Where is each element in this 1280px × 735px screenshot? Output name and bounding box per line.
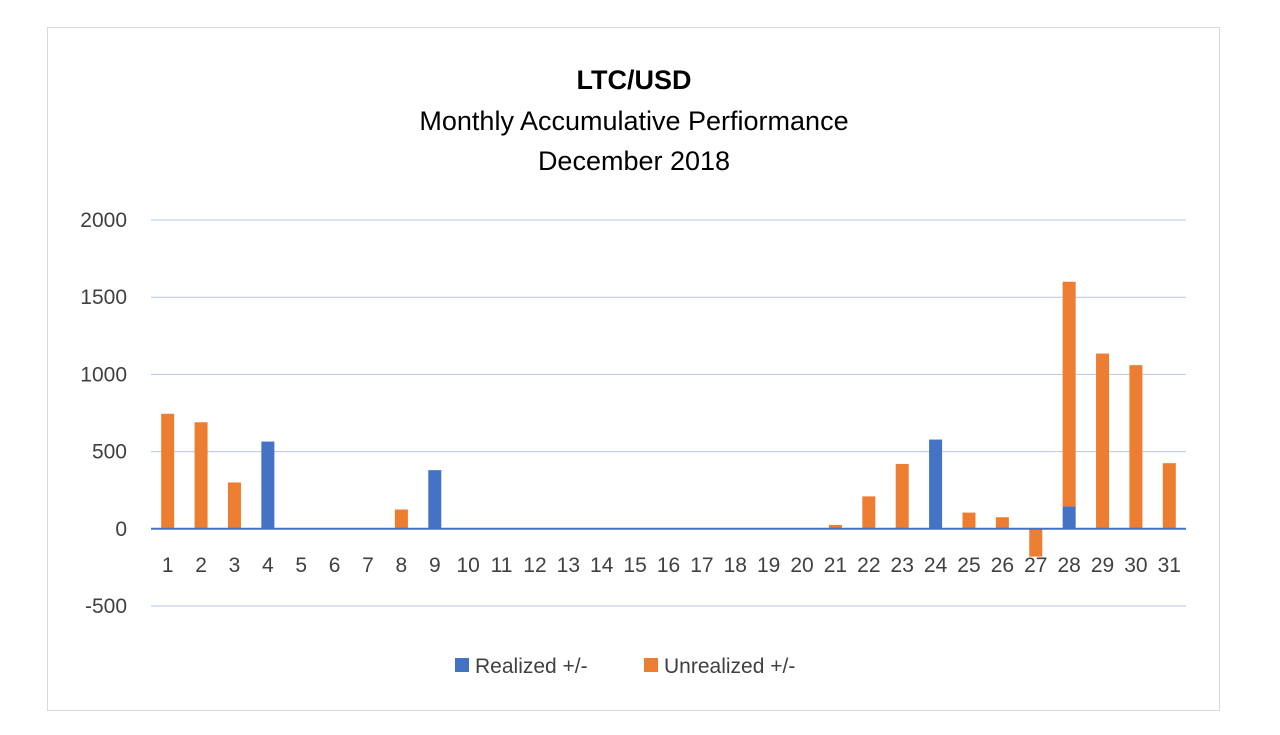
y-axis-ticks: 2000 1500 1000 500 0 -500: [80, 209, 127, 618]
bar-realized: [929, 439, 943, 529]
x-tick-label: 14: [590, 554, 614, 577]
x-tick-label: 28: [1057, 554, 1080, 577]
y-tick-label: 2000: [80, 209, 127, 232]
y-tick-label: 0: [115, 518, 127, 541]
bar-unrealized: [1162, 463, 1176, 529]
x-tick-label: 26: [991, 554, 1014, 577]
bar-unrealized: [1062, 281, 1076, 507]
x-tick-label: 2: [195, 554, 207, 577]
chart-subtitle-line-2: December 2018: [538, 146, 730, 176]
x-tick-label: 16: [657, 554, 680, 577]
x-tick-label: 13: [557, 554, 580, 577]
x-tick-label: 6: [329, 554, 341, 577]
bar-realized: [1062, 506, 1076, 529]
x-tick-label: 9: [429, 554, 441, 577]
bar-unrealized: [828, 524, 842, 529]
x-tick-label: 25: [957, 554, 980, 577]
y-tick-label: 1500: [80, 286, 127, 309]
x-tick-label: 21: [824, 554, 847, 577]
chart-svg: LTC/USD Monthly Accumulative Perfiormanc…: [80, 65, 1186, 678]
bar-unrealized: [161, 413, 175, 529]
gridlines: [151, 219, 1186, 607]
x-tick-label: 22: [857, 554, 880, 577]
y-tick-label: 500: [92, 441, 127, 464]
x-tick-label: 4: [262, 554, 274, 577]
bar-unrealized: [995, 517, 1009, 529]
x-tick-label: 11: [491, 554, 513, 577]
x-tick-label: 5: [295, 554, 307, 577]
chart-frame: LTC/USD Monthly Accumulative Perfiormanc…: [47, 27, 1220, 711]
x-tick-label: 7: [362, 554, 374, 577]
legend-label-unrealized: Unrealized +/-: [664, 655, 795, 678]
bar-unrealized: [1129, 365, 1143, 529]
y-tick-label: -500: [85, 595, 127, 618]
x-tick-label: 1: [162, 554, 174, 577]
x-tick-label: 31: [1158, 554, 1181, 577]
x-tick-label: 19: [757, 554, 780, 577]
x-tick-label: 3: [229, 554, 241, 577]
legend: Realized +/- Unrealized +/-: [455, 655, 795, 678]
x-tick-label: 20: [790, 554, 813, 577]
chart-title: LTC/USD: [577, 65, 692, 95]
bar-unrealized: [394, 509, 408, 529]
legend-swatch-unrealized: [644, 658, 658, 672]
bar-unrealized: [862, 496, 876, 529]
x-tick-label: 27: [1024, 554, 1047, 577]
x-tick-label: 8: [396, 554, 408, 577]
legend-swatch-realized: [455, 658, 469, 672]
x-tick-label: 30: [1124, 554, 1147, 577]
bar-realized: [428, 470, 442, 529]
bar-unrealized: [194, 422, 208, 529]
y-tick-label: 1000: [80, 363, 127, 386]
bars: [161, 281, 1176, 557]
x-tick-label: 23: [891, 554, 914, 577]
x-tick-label: 15: [623, 554, 646, 577]
x-tick-label: 24: [924, 554, 948, 577]
x-tick-label: 12: [523, 554, 546, 577]
bar-unrealized: [1096, 353, 1110, 529]
x-tick-label: 17: [690, 554, 713, 577]
bar-unrealized: [895, 463, 909, 529]
x-tick-label: 10: [456, 554, 479, 577]
bar-unrealized: [962, 512, 976, 529]
chart-subtitle-line-1: Monthly Accumulative Perfiormance: [419, 106, 848, 136]
x-axis-ticks: 1 2 3 4 5 6 7 8 9 10 11 12 13 14 15 16 17 18 19 20 21 22 23 24 2…: [162, 554, 1181, 577]
bar-realized: [261, 441, 275, 529]
bar-unrealized: [1029, 528, 1043, 557]
x-tick-label: 29: [1091, 554, 1114, 577]
bar-unrealized: [227, 482, 241, 529]
x-tick-label: 18: [724, 554, 747, 577]
legend-label-realized: Realized +/-: [475, 655, 588, 678]
